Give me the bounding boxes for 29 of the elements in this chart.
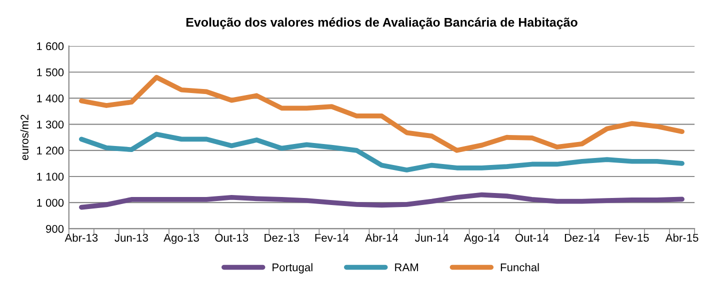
x-tick-label: Abr-15 (665, 234, 698, 242)
x-tick-label: Jun-13 (114, 234, 148, 242)
line-series (78, 132, 684, 172)
y-tick-label: 1 000 (37, 198, 64, 207)
x-tick-label: Jun-14 (414, 234, 448, 242)
y-tick-label: 1 300 (37, 120, 64, 128)
x-tick-label: Out-14 (515, 234, 549, 242)
y-axis-title: euros/m2 (20, 114, 28, 160)
legend-label: Portugal (272, 263, 312, 274)
legend-label: Funchal (500, 263, 539, 272)
x-tick-label: Fev-15 (616, 234, 649, 242)
y-tick-label: 1 500 (37, 68, 64, 76)
x-tick-label: Fev-14 (315, 234, 349, 242)
line-series (78, 74, 684, 153)
x-tick-label: Ago-14 (464, 234, 500, 244)
chart-title: Evolução dos valores médios de Avaliação Bancária de Habitação (186, 17, 578, 30)
x-tick-label: Abr-13 (64, 234, 98, 242)
x-tick-label: Dez-13 (264, 234, 300, 242)
x-tick-label: Ago-13 (164, 234, 199, 244)
x-tick-label: Dez-14 (564, 234, 600, 242)
y-tick-label: 1 400 (37, 94, 64, 102)
x-tick-label: Abr-14 (365, 234, 398, 242)
y-tick-label: 1 200 (37, 146, 64, 155)
line-series (78, 192, 684, 210)
y-tick-label: 900 (46, 224, 64, 233)
x-tick-label: Out-13 (215, 234, 248, 242)
y-tick-label: 1 600 (37, 42, 64, 50)
legend-label: RAM (395, 264, 418, 272)
y-tick-label: 1 100 (37, 172, 64, 181)
